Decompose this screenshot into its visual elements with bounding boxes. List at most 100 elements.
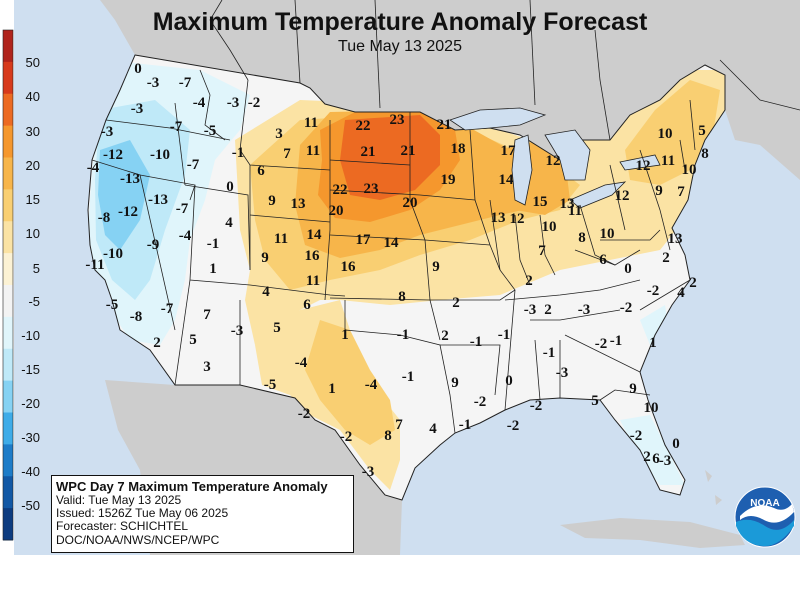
lake-ontario <box>619 154 661 171</box>
anomaly-value-label: 14 <box>499 172 515 188</box>
anomaly-value-label: -2 <box>298 406 311 422</box>
anomaly-value-label: 0 <box>505 373 513 389</box>
anomaly-value-label: 9 <box>451 375 459 391</box>
anomaly-value-label: 2 <box>525 273 533 289</box>
anomaly-value-label: 3 <box>275 126 283 142</box>
anomaly-value-label: -1 <box>232 145 245 161</box>
anomaly-value-label: 12 <box>615 188 630 204</box>
anomaly-value-label: 0 <box>134 61 142 77</box>
warm-tx-10-15-area <box>305 320 395 445</box>
anomaly-value-label: 11 <box>661 153 675 169</box>
map-title: Maximum Temperature Anomaly Forecast <box>152 8 648 36</box>
anomaly-value-label: 18 <box>451 141 466 157</box>
noaa-logo: NOAA <box>734 486 796 548</box>
anomaly-value-label: -8 <box>98 210 111 226</box>
anomaly-value-label: -4 <box>193 95 206 111</box>
anomaly-value-label: 11 <box>274 231 288 247</box>
noaa-logo-text: NOAA <box>750 498 779 509</box>
legend-label: 50 <box>26 55 40 70</box>
canada-land <box>100 0 800 180</box>
anomaly-value-label: -2 <box>595 336 608 352</box>
anomaly-value-label: 9 <box>268 193 276 209</box>
anomaly-value-label: 15 <box>533 194 548 210</box>
anomaly-value-label: -12 <box>118 204 138 220</box>
anomaly-value-label: -2 <box>507 418 520 434</box>
anomaly-value-label: 6 <box>257 163 265 179</box>
anomaly-value-label: 17 <box>501 143 517 159</box>
anomaly-value-label: -7 <box>170 119 183 135</box>
anomaly-value-label: -2 <box>248 95 261 111</box>
legend-label: -15 <box>21 362 40 377</box>
anomaly-value-label: -10 <box>103 246 123 262</box>
legend-colorbar <box>2 29 14 541</box>
anomaly-value-label: 22 <box>356 118 371 134</box>
anomaly-value-label: -4 <box>87 160 100 176</box>
anomaly-value-label: 5 <box>189 332 197 348</box>
anomaly-value-label: -4 <box>295 355 308 371</box>
anomaly-value-label: -1 <box>402 369 415 385</box>
cool-west-deeper-area <box>98 140 150 250</box>
anomaly-value-label: -4 <box>179 228 192 244</box>
anomaly-value-label: 21 <box>401 143 416 159</box>
anomaly-value-label: 20 <box>403 195 418 211</box>
anomaly-value-label: 10 <box>658 126 673 142</box>
anomaly-value-label: 11 <box>304 115 318 131</box>
anomaly-value-label: 13 <box>668 231 683 247</box>
legend-swatch <box>3 348 13 382</box>
anomaly-value-label: 21 <box>437 117 452 133</box>
anomaly-value-label: -7 <box>161 301 174 317</box>
anomaly-value-label: 12 <box>546 153 561 169</box>
anomaly-value-label: 12 <box>636 158 651 174</box>
anomaly-value-label: 8 <box>384 428 392 444</box>
anomaly-value-label: 13 <box>560 196 575 212</box>
anomaly-value-label: -3 <box>101 124 114 140</box>
anomaly-value-label: -7 <box>179 75 192 91</box>
anomaly-value-label: -5 <box>106 297 119 313</box>
anomaly-value-label: -10 <box>150 147 170 163</box>
anomaly-value-label: 7 <box>395 417 403 433</box>
agency-line: DOC/NOAA/NWS/NCEP/WPC <box>56 532 220 547</box>
legend-label: 20 <box>26 158 40 173</box>
anomaly-value-label: 14 <box>307 227 323 243</box>
anomaly-value-label: 16 <box>341 259 357 275</box>
anomaly-value-label: 23 <box>364 181 379 197</box>
anomaly-value-label: 6 <box>303 297 311 313</box>
anomaly-value-label: -4 <box>365 377 378 393</box>
anomaly-value-label: -1 <box>543 345 556 361</box>
anomaly-value-label: -8 <box>130 309 143 325</box>
anomaly-value-label: 4 <box>429 421 437 437</box>
anomaly-value-label: -11 <box>85 257 104 273</box>
anomaly-value-label: 10 <box>644 400 659 416</box>
info-box: WPC Day 7 Maximum Temperature Anomaly Va… <box>51 475 354 553</box>
legend-label: -10 <box>21 328 40 343</box>
anomaly-value-label: -1 <box>207 236 220 252</box>
anomaly-value-label: 12 <box>510 211 525 227</box>
anomaly-value-label: -2 <box>620 300 633 316</box>
state-lines <box>91 69 696 434</box>
canada-boundaries <box>209 0 800 141</box>
lake-huron <box>544 129 591 181</box>
anomaly-value-label: 4 <box>262 284 270 300</box>
anomaly-value-label: 4 <box>677 285 685 301</box>
lake-michigan <box>511 134 533 206</box>
anomaly-value-label: 5 <box>273 320 281 336</box>
legend-labels: 50 40 30 20 15 10 5 -5 -10 -15 -20 -30 -40 -50 <box>21 55 40 513</box>
anomaly-value-label: 6 <box>599 252 607 268</box>
anomaly-value-label: -3 <box>524 302 537 318</box>
anomaly-value-label: 23 <box>390 112 405 128</box>
legend-swatch <box>3 61 13 95</box>
cool-florida-area <box>620 415 685 485</box>
anomaly-value-label: 13 <box>291 196 306 212</box>
anomaly-value-label: -3 <box>578 302 591 318</box>
legend-label: -30 <box>21 430 40 445</box>
anomaly-value-label: 5 <box>698 123 706 139</box>
anomaly-value-label: -12 <box>103 147 123 163</box>
lake-superior <box>449 107 547 131</box>
legend-swatch <box>3 380 13 413</box>
anomaly-value-label: -1 <box>397 327 410 343</box>
anomaly-value-label: 10 <box>682 162 697 178</box>
legend-label: 5 <box>33 261 40 276</box>
anomaly-value-label: 14 <box>384 235 400 251</box>
forecaster-name: Forecaster: SCHICHTEL <box>56 519 189 534</box>
anomaly-value-label: 2 <box>452 295 460 311</box>
